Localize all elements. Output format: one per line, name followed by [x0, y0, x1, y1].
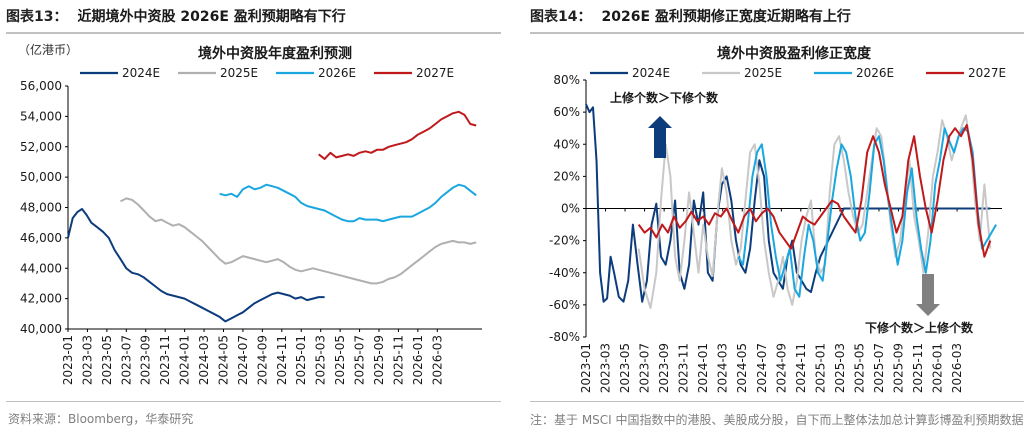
x-tick-label: 2024-11: [275, 335, 289, 385]
y-tick-label: 50,000: [20, 170, 62, 184]
x-tick-label: 2023-05: [100, 335, 114, 385]
x-tick-label: 2026-03: [950, 343, 964, 393]
legend-label-2026E: 2026E: [318, 66, 356, 80]
x-tick-label: 2023-11: [677, 343, 691, 393]
x-tick-label: 2023-07: [119, 335, 133, 385]
x-tick-label: 2026-03: [430, 335, 444, 385]
x-tick-label: 2024-05: [216, 335, 230, 385]
legend-label-2024E: 2024E: [632, 66, 670, 80]
annotation-down: 下修个数＞上修个数: [865, 320, 974, 335]
source-note-left: 资料来源：Bloomberg，华泰研究: [8, 412, 194, 426]
y-tick-label: -20%: [549, 234, 580, 248]
down-arrow-icon: [916, 274, 940, 316]
x-tick-label: 2025-09: [372, 335, 386, 385]
y-tick-label: -40%: [549, 266, 580, 280]
series-line-2025E: [120, 197, 477, 285]
source-note-right: 注：基于 MSCI 中国指数中的港股、美股成分股，自下而上整体法加总计算彭博盈利…: [530, 413, 1024, 427]
figure-right-caption: 图表14： 2026E 盈利预期修正宽度近期略有上行: [530, 6, 1024, 34]
y-tick-label: 40,000: [20, 322, 62, 336]
y-tick-label: 44,000: [20, 261, 62, 275]
x-tick-label: 2023-03: [599, 343, 613, 393]
x-tick-label: 2026-01: [931, 343, 945, 393]
x-tick-label: 2025-09: [891, 343, 905, 393]
y-tick-label: 60%: [553, 105, 580, 119]
x-tick-label: 2025-01: [813, 343, 827, 393]
series-line-2026E: [737, 127, 997, 298]
legend-label-2027E: 2027E: [416, 66, 454, 80]
y-tick-label: 0%: [561, 202, 580, 216]
series-line-2027E: [318, 110, 477, 160]
figure-right-title: 2026E 盈利预期修正宽度近期略有上行: [601, 9, 851, 25]
legend-label-2027E: 2027E: [968, 66, 1006, 80]
y-tick-label: 40%: [553, 137, 580, 151]
x-tick-label: 2025-11: [911, 343, 925, 393]
x-tick-label: 2024-01: [696, 343, 710, 393]
x-tick-label: 2025-07: [353, 335, 367, 385]
y-tick-label: 48,000: [20, 201, 62, 215]
series-line-2027E: [637, 124, 992, 258]
series-line-2026E: [219, 183, 477, 223]
legend-label-2024E: 2024E: [122, 66, 160, 80]
figure-left-number: 图表13：: [6, 9, 68, 25]
x-tick-label: 2023-11: [158, 335, 172, 385]
x-tick-label: 2024-01: [178, 335, 192, 385]
series-line-2024E: [585, 103, 991, 303]
y-tick-label: 80%: [553, 73, 580, 87]
chart-earnings-forecast: 境外中资股年度盈利预测 （亿港币） 2024E 2025E 2026E 2027E 40,0…: [18, 42, 482, 385]
figure-left-caption: 图表13： 近期境外中资股 2026E 盈利预期略有下行: [6, 6, 501, 34]
legend-label-2026E: 2026E: [856, 66, 894, 80]
legend-label-2025E: 2025E: [744, 66, 782, 80]
x-tick-label: 2023-07: [638, 343, 652, 393]
divider-left: [6, 401, 501, 402]
chart-revision-breadth: 境外中资股盈利修正宽度 2024E 2025E 2026E 2027E 80% 60% 40%…: [549, 45, 1006, 393]
x-tick-label: 2025-07: [872, 343, 886, 393]
y-tick-label: -60%: [549, 298, 580, 312]
y-tick-label: 20%: [553, 169, 580, 183]
y-tick-label: -80%: [549, 330, 580, 344]
x-tick-label: 2025-05: [852, 343, 866, 393]
series-line-2024E: [67, 208, 325, 323]
chart-title: 境外中资股年度盈利预测: [198, 45, 352, 62]
x-tick-label: 2025-11: [391, 335, 405, 385]
x-tick-label: 2025-05: [333, 335, 347, 385]
x-tick-label: 2024-09: [774, 343, 788, 393]
x-tick-label: 2024-07: [236, 335, 250, 385]
x-tick-label: 2023-01: [61, 335, 75, 385]
x-tick-label: 2023-09: [657, 343, 671, 393]
x-tick-label: 2024-11: [794, 343, 808, 393]
divider-right: [530, 401, 1024, 402]
x-tick-label: 2024-09: [255, 335, 269, 385]
up-arrow-icon: [648, 116, 672, 158]
x-tick-label: 2025-03: [314, 335, 328, 385]
x-tick-label: 2023-01: [579, 343, 593, 393]
x-tick-label: 2024-03: [197, 335, 211, 385]
chart-title: 境外中资股盈利修正宽度: [717, 45, 872, 62]
x-tick-label: 2026-01: [411, 335, 425, 385]
annotation-up: 上修个数＞下修个数: [610, 90, 719, 105]
y-tick-label: 46,000: [20, 231, 62, 245]
y-tick-label: 56,000: [20, 79, 62, 93]
x-tick-label: 2024-05: [735, 343, 749, 393]
figure-left-title: 近期境外中资股 2026E 盈利预期略有下行: [77, 9, 346, 25]
x-tick-label: 2024-07: [755, 343, 769, 393]
x-tick-label: 2023-09: [139, 335, 153, 385]
figure-right-number: 图表14：: [530, 9, 592, 25]
legend-label-2025E: 2025E: [220, 66, 258, 80]
x-tick-label: 2023-05: [618, 343, 632, 393]
x-tick-label: 2025-01: [294, 335, 308, 385]
x-tick-label: 2023-03: [80, 335, 94, 385]
y-tick-label: 52,000: [20, 140, 62, 154]
y-tick-label: 42,000: [20, 292, 62, 306]
unit-label: （亿港币）: [18, 42, 78, 57]
x-tick-label: 2025-03: [833, 343, 847, 393]
x-tick-label: 2024-03: [716, 343, 730, 393]
y-tick-label: 54,000: [20, 109, 62, 123]
